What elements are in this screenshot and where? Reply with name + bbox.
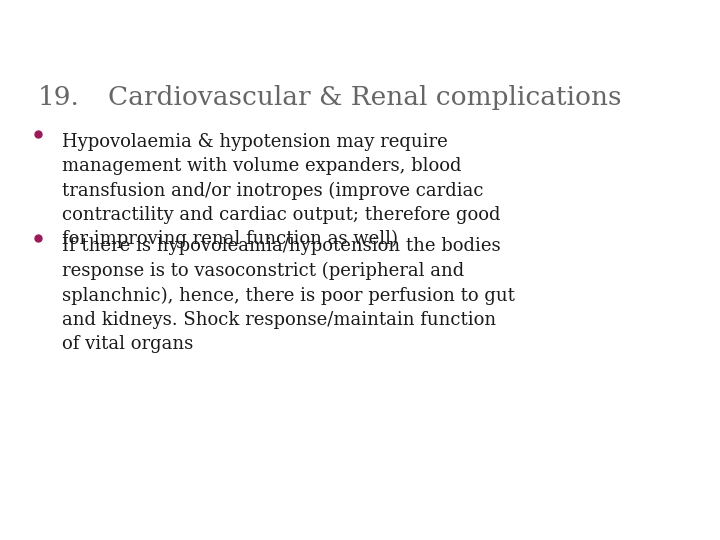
Text: Cardiovascular & Renal complications: Cardiovascular & Renal complications: [108, 85, 621, 110]
Text: Hypovolaemia & hypotension may require
management with volume expanders, blood
t: Hypovolaemia & hypotension may require m…: [62, 132, 500, 248]
Text: If there is hypovoleamia/hypotension the bodies
response is to vasoconstrict (pe: If there is hypovoleamia/hypotension the…: [62, 237, 515, 353]
Text: 19.: 19.: [38, 85, 80, 110]
